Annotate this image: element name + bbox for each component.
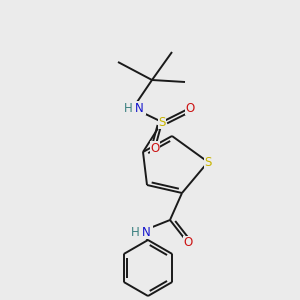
Text: N: N: [142, 226, 150, 238]
Text: H: H: [124, 101, 132, 115]
Text: O: O: [183, 236, 193, 250]
Text: S: S: [204, 155, 212, 169]
Text: N: N: [135, 101, 143, 115]
Text: O: O: [150, 142, 160, 154]
Text: H: H: [130, 226, 140, 238]
FancyBboxPatch shape: [120, 101, 146, 115]
Text: O: O: [185, 101, 195, 115]
FancyBboxPatch shape: [127, 225, 153, 239]
Text: S: S: [158, 116, 166, 128]
